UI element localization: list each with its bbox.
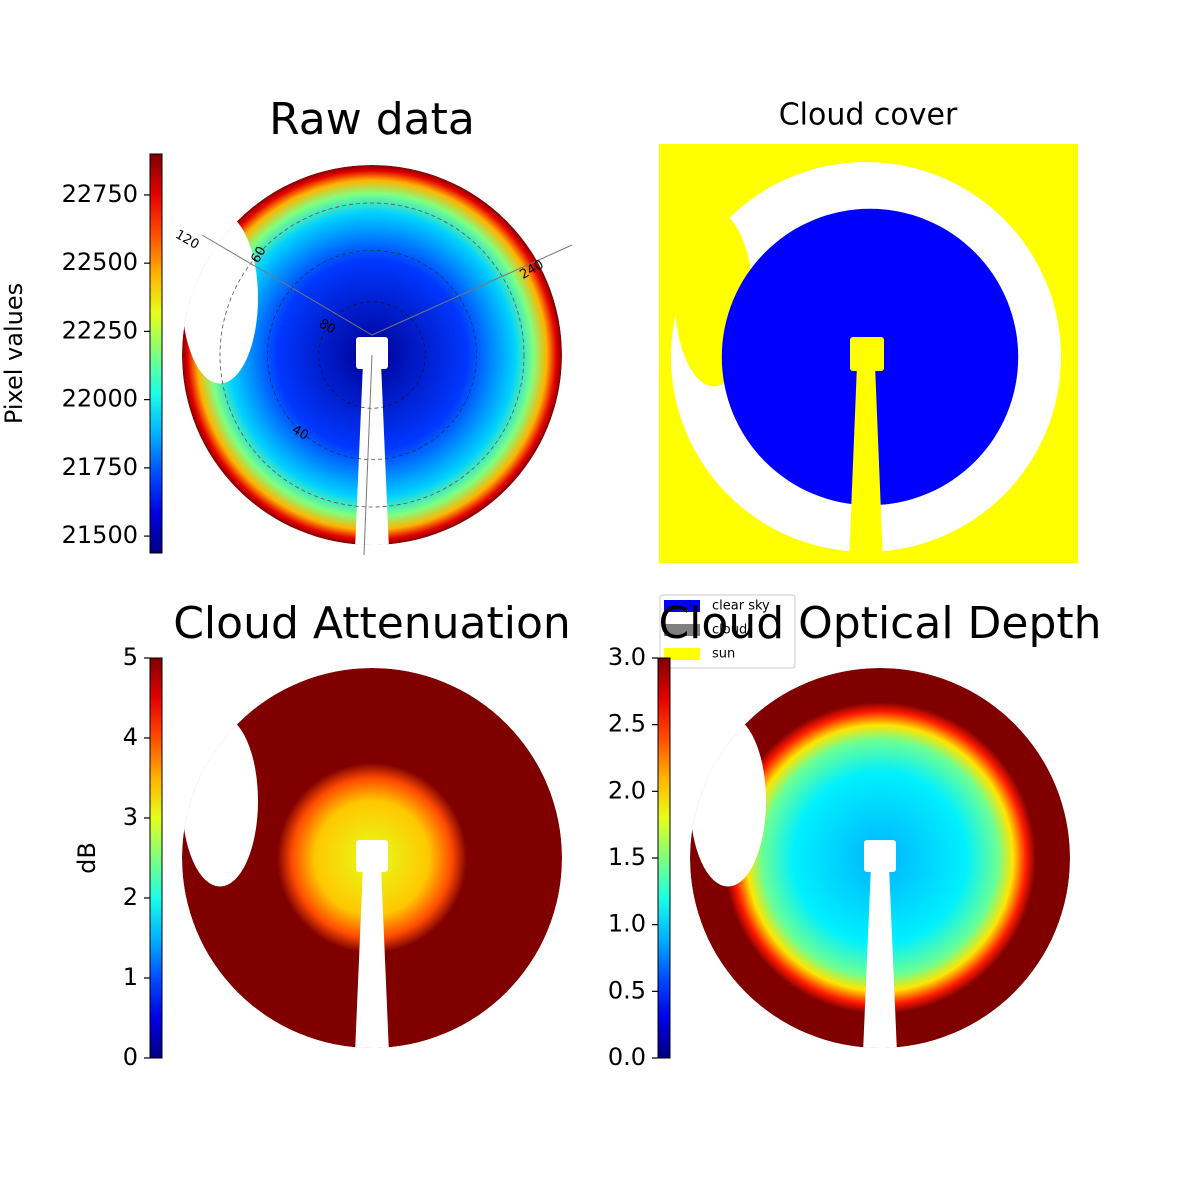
mask-bite (182, 715, 258, 887)
mask-mast (863, 866, 897, 1048)
mask-block (864, 840, 896, 872)
colorbar-label: dB (73, 842, 101, 874)
colorbar-tick-label: 3 (123, 803, 138, 831)
class-mast (849, 365, 883, 562)
legend-swatch (664, 624, 700, 636)
polar-spoke (201, 234, 373, 336)
colorbar-tick-label: 4 (123, 723, 138, 751)
colorbar-tick-label: 21500 (62, 521, 138, 549)
colorbar-tick-label: 22000 (62, 385, 138, 413)
colorbar-label: Pixel values (0, 283, 28, 424)
image (182, 668, 562, 1048)
colorbar-tick-label: 2.5 (608, 710, 646, 738)
mask-block (356, 337, 388, 369)
legend-swatch (664, 648, 700, 660)
image (659, 144, 1078, 563)
panel-title: Cloud Attenuation (173, 598, 571, 649)
mask-mast (355, 866, 389, 1048)
colorbar-tick-label: 22250 (62, 316, 138, 344)
polar-label: 40 (289, 422, 311, 443)
mask-mast (355, 363, 389, 545)
colorbar-tick-label: 3.0 (608, 643, 646, 671)
colorbar-tick-label: 5 (123, 643, 138, 671)
polar-spoke (371, 244, 573, 336)
legend-swatch (664, 600, 700, 612)
polar-label: 120 (172, 227, 201, 252)
colorbar-tick-label: 1.0 (608, 910, 646, 938)
panel-title: Cloud cover (779, 98, 958, 133)
colorbar-tick-label: 21750 (62, 453, 138, 481)
colorbar-tick-label: 0.5 (608, 976, 646, 1004)
colorbar-tick-label: 0 (123, 1043, 138, 1071)
colorbar-tick-label: 1 (123, 963, 138, 991)
legend-label: clear sky (712, 599, 770, 614)
colorbar-tick-label: 0.0 (608, 1043, 646, 1071)
colorbar-tick-label: 22500 (62, 248, 138, 276)
legend-label: cloud (712, 623, 747, 638)
polar-ring (219, 202, 525, 508)
class-block (850, 337, 884, 371)
colorbar-tick-label: 2.0 (608, 776, 646, 804)
colorbar (657, 657, 671, 1059)
mask-block (356, 840, 388, 872)
polar-ring (318, 301, 426, 409)
polar-ring (267, 250, 477, 460)
panel-title: Cloud Optical Depth (658, 598, 1101, 649)
colorbar-tick-label: 22750 (62, 180, 138, 208)
image (690, 668, 1070, 1048)
colorbar-tick-label: 2 (123, 883, 138, 911)
colorbar (149, 657, 163, 1059)
colorbar (149, 153, 163, 554)
colorbar-tick-label: 1.5 (608, 843, 646, 871)
mask-bite (690, 715, 766, 887)
polar-spoke (363, 354, 373, 556)
panel-title: Raw data (269, 94, 475, 145)
polar-label: 60 (248, 244, 269, 266)
legend-label: sun (712, 647, 735, 662)
polar-label: 80 (316, 316, 338, 337)
